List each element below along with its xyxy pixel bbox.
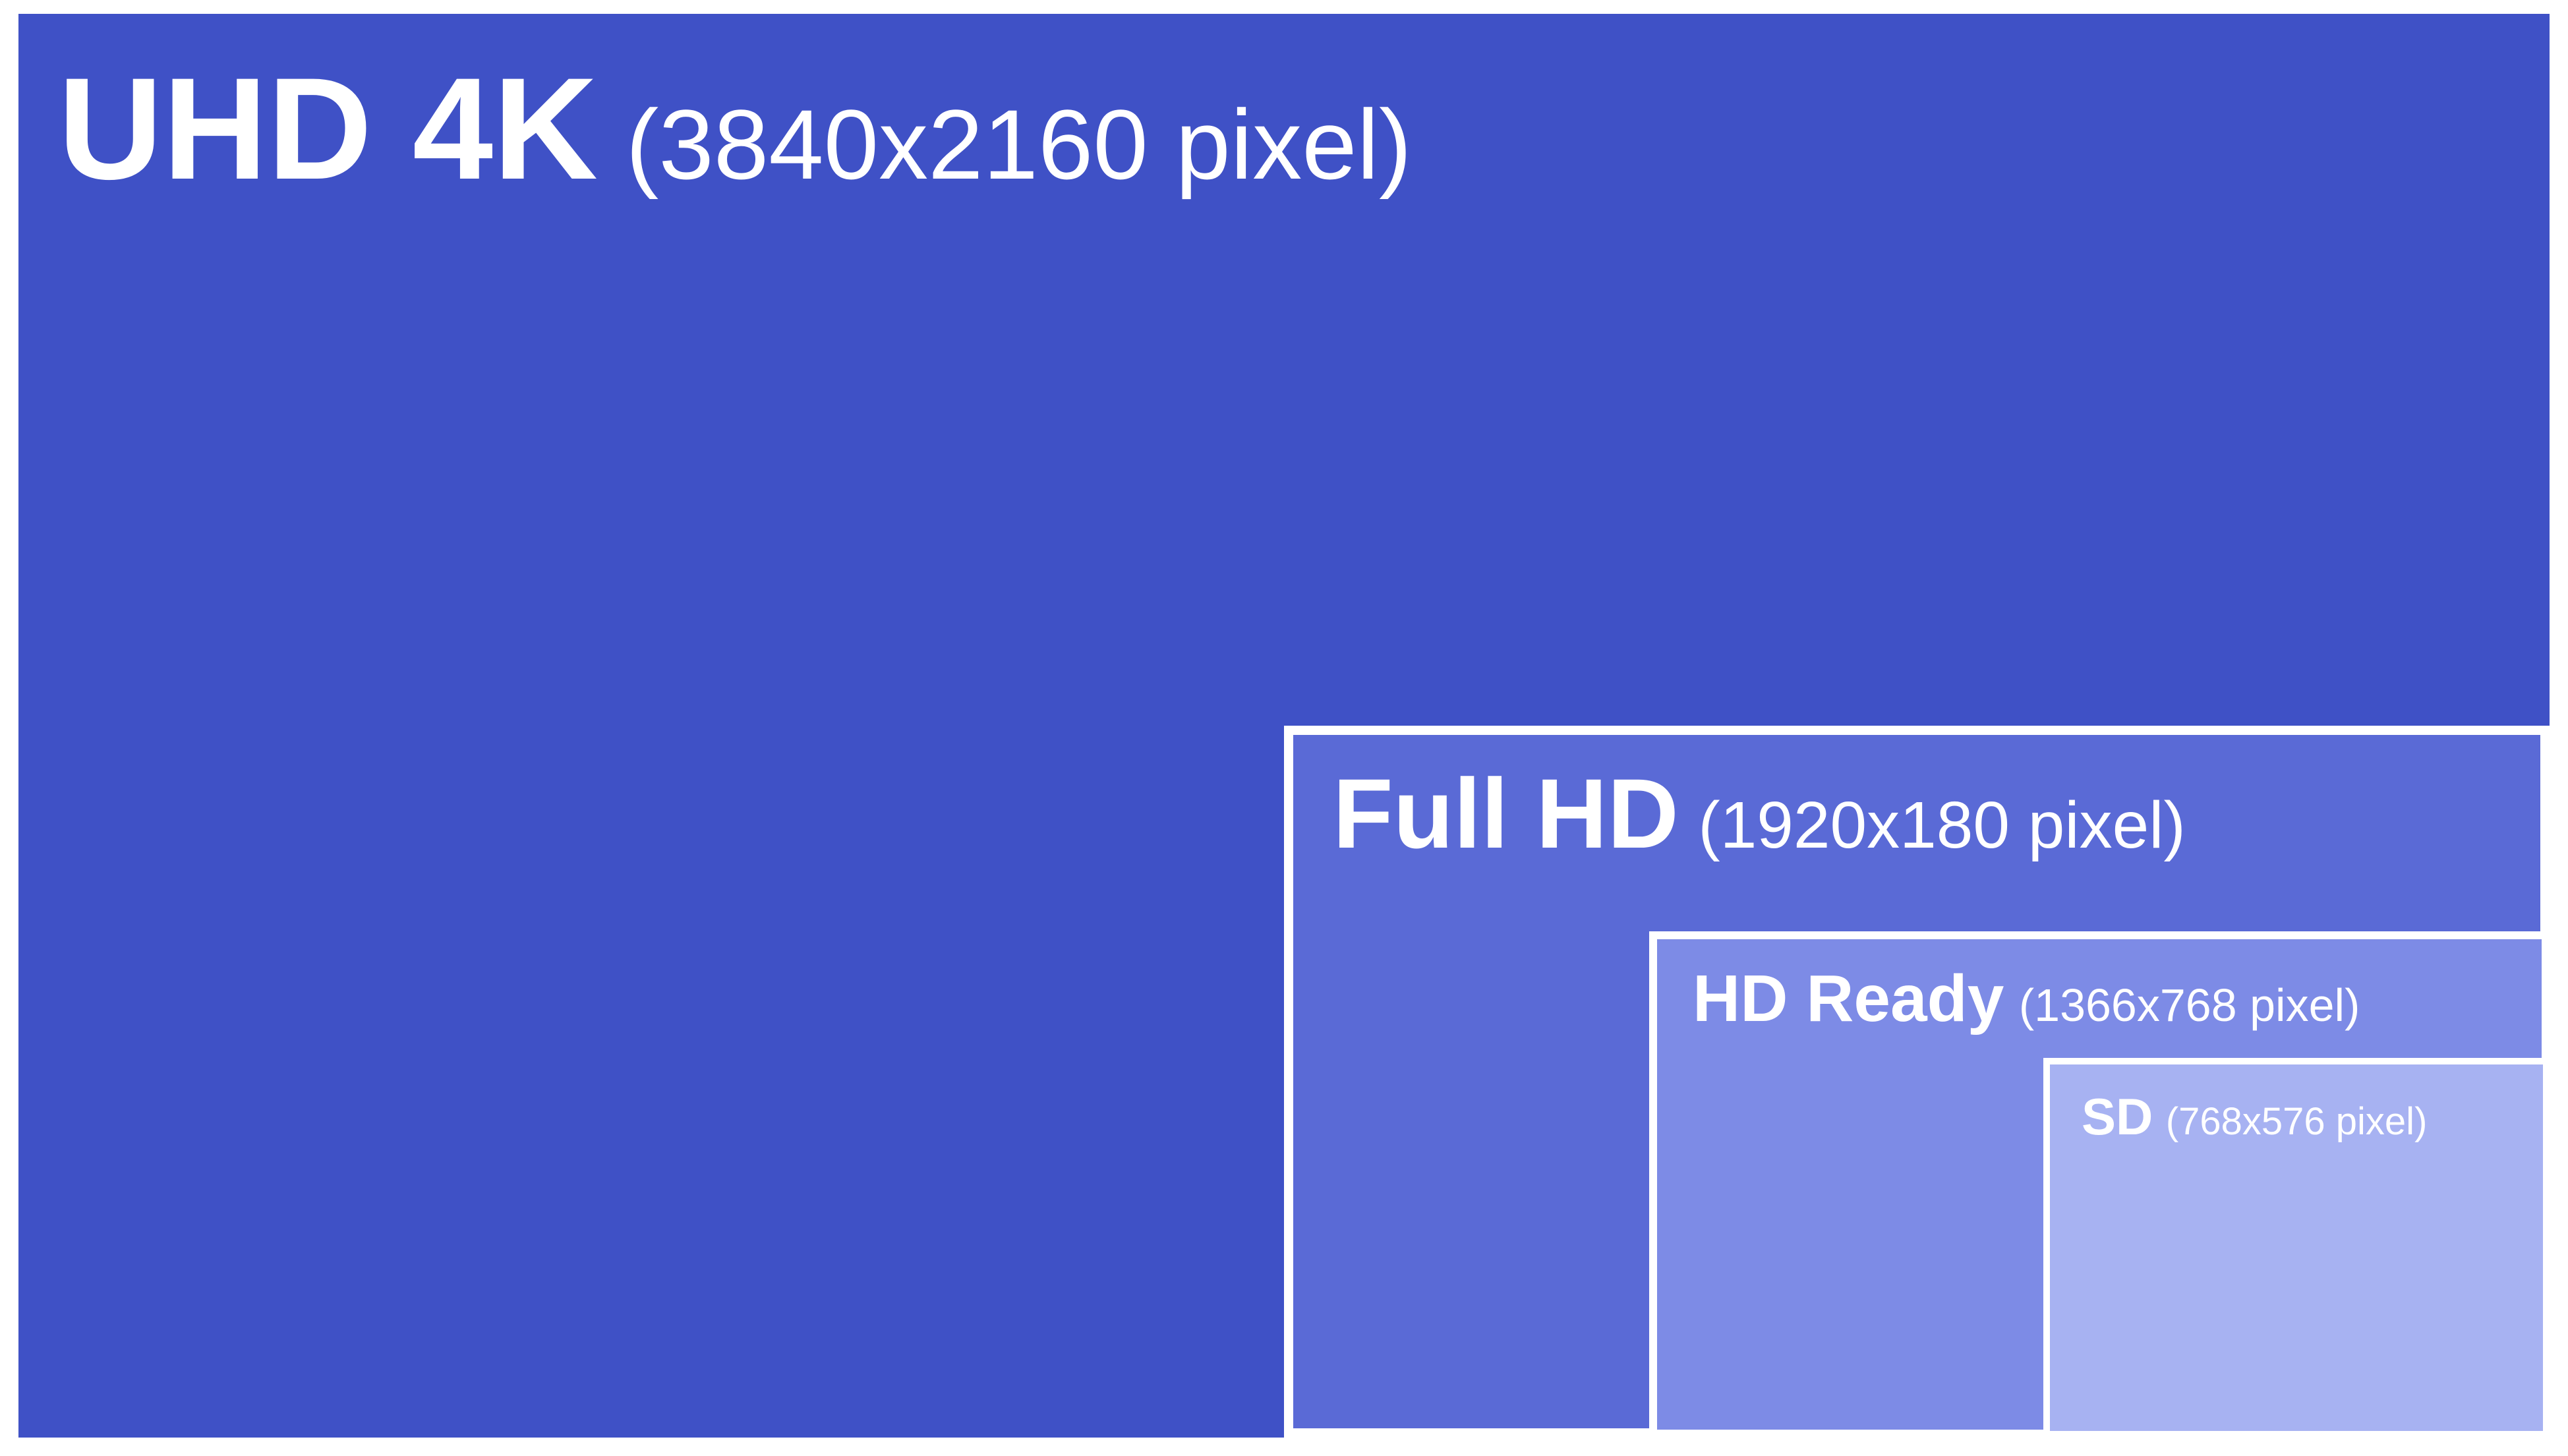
label-hd-ready: HD Ready (1366x768 pixel) xyxy=(1693,966,2360,1032)
name-full-hd: Full HD xyxy=(1333,758,1679,869)
label-sd: SD (768x576 pixel) xyxy=(2082,1091,2427,1142)
name-uhd-4k: UHD 4K xyxy=(58,47,598,210)
res-sd: (768x576 pixel) xyxy=(2166,1100,2428,1143)
res-uhd-4k: (3840x2160 pixel) xyxy=(626,89,1411,200)
resolution-diagram: UHD 4K (3840x2160 pixel) Full HD (1920x1… xyxy=(0,0,2568,1456)
box-sd: SD (768x576 pixel) xyxy=(2043,1058,2550,1438)
name-hd-ready: HD Ready xyxy=(1693,962,2004,1035)
res-hd-ready: (1366x768 pixel) xyxy=(2019,979,2360,1031)
label-uhd-4k: UHD 4K (3840x2160 pixel) xyxy=(58,56,1412,201)
name-sd: SD xyxy=(2082,1088,2153,1146)
res-full-hd: (1920x180 pixel) xyxy=(1698,788,2185,862)
label-full-hd: Full HD (1920x180 pixel) xyxy=(1333,764,2186,863)
